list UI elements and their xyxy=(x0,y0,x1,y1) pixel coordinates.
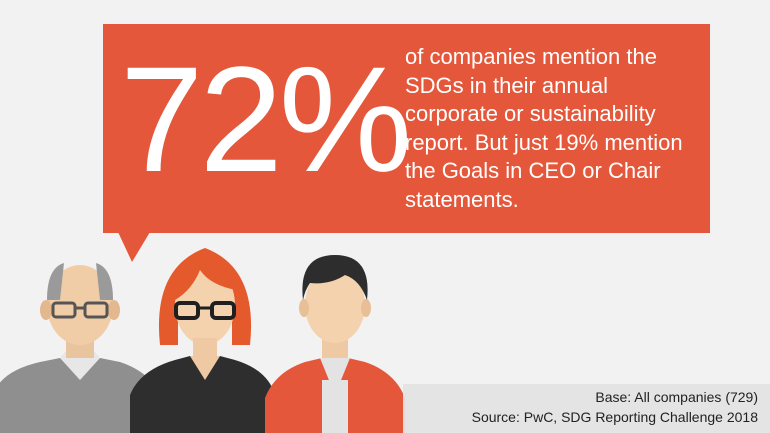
headline-statement: of companies mention the SDGs in their a… xyxy=(405,44,683,212)
young-man-figure xyxy=(265,255,405,433)
woman-figure xyxy=(130,248,275,433)
speech-bubble-tail xyxy=(118,232,150,262)
speech-bubble xyxy=(103,24,710,233)
source-panel xyxy=(403,384,770,433)
older-man-figure xyxy=(0,263,160,433)
source-block: Base: All companies (729) Source: PwC, S… xyxy=(472,387,758,427)
base-note: Base: All companies (729) xyxy=(595,389,758,405)
source-note: Source: PwC, SDG Reporting Challenge 201… xyxy=(471,409,758,425)
headline-percent: 72% xyxy=(120,35,412,203)
